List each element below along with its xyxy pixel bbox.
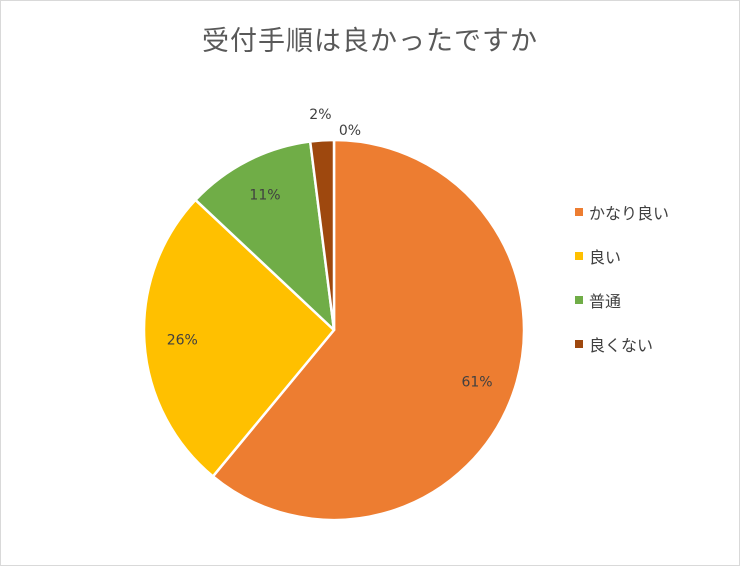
legend-item-yokunai: 良くない xyxy=(575,333,669,355)
legend-swatch xyxy=(575,252,583,260)
chart-title: 受付手順は良かったですか xyxy=(202,26,538,57)
data-label-3: 2% xyxy=(309,107,331,123)
legend-label: 良い xyxy=(589,248,622,267)
legend-label: 良くない xyxy=(589,336,654,355)
legend-item-kanari-yoi: かなり良い xyxy=(575,201,669,223)
pie-slice-0 xyxy=(211,138,526,522)
legend-label: かなり良い xyxy=(589,204,670,223)
legend-swatch xyxy=(575,340,583,348)
pie-slice-3 xyxy=(308,138,336,332)
legend: かなり良い 良い 普通 良くない xyxy=(575,201,669,377)
data-label-1: 26% xyxy=(167,333,198,349)
pie-slice-2 xyxy=(194,140,336,332)
pie-slice-1 xyxy=(142,198,336,478)
data-label-4: 0% xyxy=(339,123,361,139)
legend-label: 普通 xyxy=(589,292,622,311)
legend-swatch xyxy=(575,208,583,216)
legend-item-futsuu: 普通 xyxy=(575,289,669,311)
data-label-0: 61% xyxy=(461,374,492,390)
data-label-2: 11% xyxy=(249,188,280,204)
legend-swatch xyxy=(575,296,583,304)
legend-item-yoi: 良い xyxy=(575,245,669,267)
